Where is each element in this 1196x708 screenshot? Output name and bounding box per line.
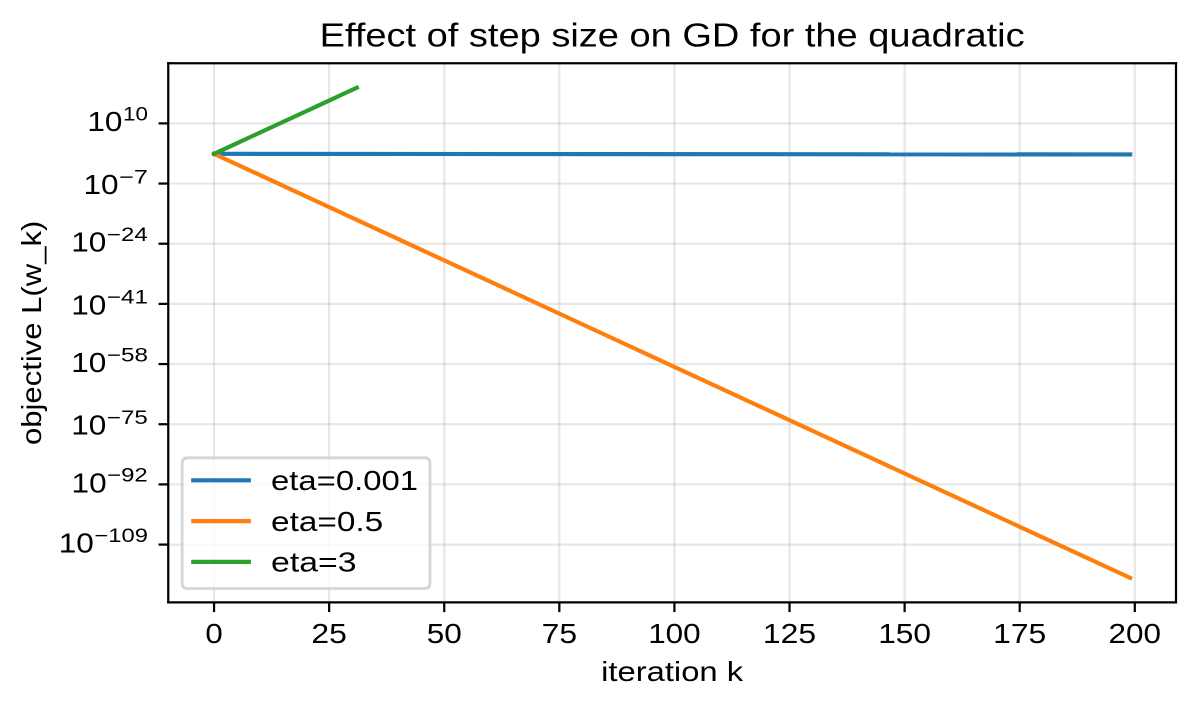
svg-text:10−75: 10−75 xyxy=(71,407,147,441)
svg-text:10−92: 10−92 xyxy=(72,465,148,499)
svg-text:10−24: 10−24 xyxy=(71,224,148,258)
svg-text:10−58: 10−58 xyxy=(71,344,148,378)
svg-text:iteration k: iteration k xyxy=(601,656,743,687)
svg-text:objective L(w_k): objective L(w_k) xyxy=(16,221,47,445)
svg-text:75: 75 xyxy=(542,618,577,649)
svg-text:1010: 1010 xyxy=(87,104,148,138)
svg-text:10−41: 10−41 xyxy=(71,287,148,321)
svg-text:100: 100 xyxy=(648,618,700,649)
svg-text:0: 0 xyxy=(205,618,222,649)
svg-text:eta=0.001: eta=0.001 xyxy=(271,465,418,496)
svg-text:175: 175 xyxy=(993,618,1046,649)
svg-text:eta=0.5: eta=0.5 xyxy=(271,506,383,537)
svg-text:eta=3: eta=3 xyxy=(271,547,356,578)
svg-text:200: 200 xyxy=(1109,618,1161,649)
svg-text:50: 50 xyxy=(427,618,462,649)
svg-text:25: 25 xyxy=(311,618,346,649)
svg-text:Effect of step size on GD for: Effect of step size on GD for the quadra… xyxy=(320,18,1025,55)
svg-text:150: 150 xyxy=(878,618,931,649)
svg-text:10−7: 10−7 xyxy=(84,166,148,200)
svg-text:10−109: 10−109 xyxy=(59,525,148,559)
svg-text:125: 125 xyxy=(763,618,816,649)
